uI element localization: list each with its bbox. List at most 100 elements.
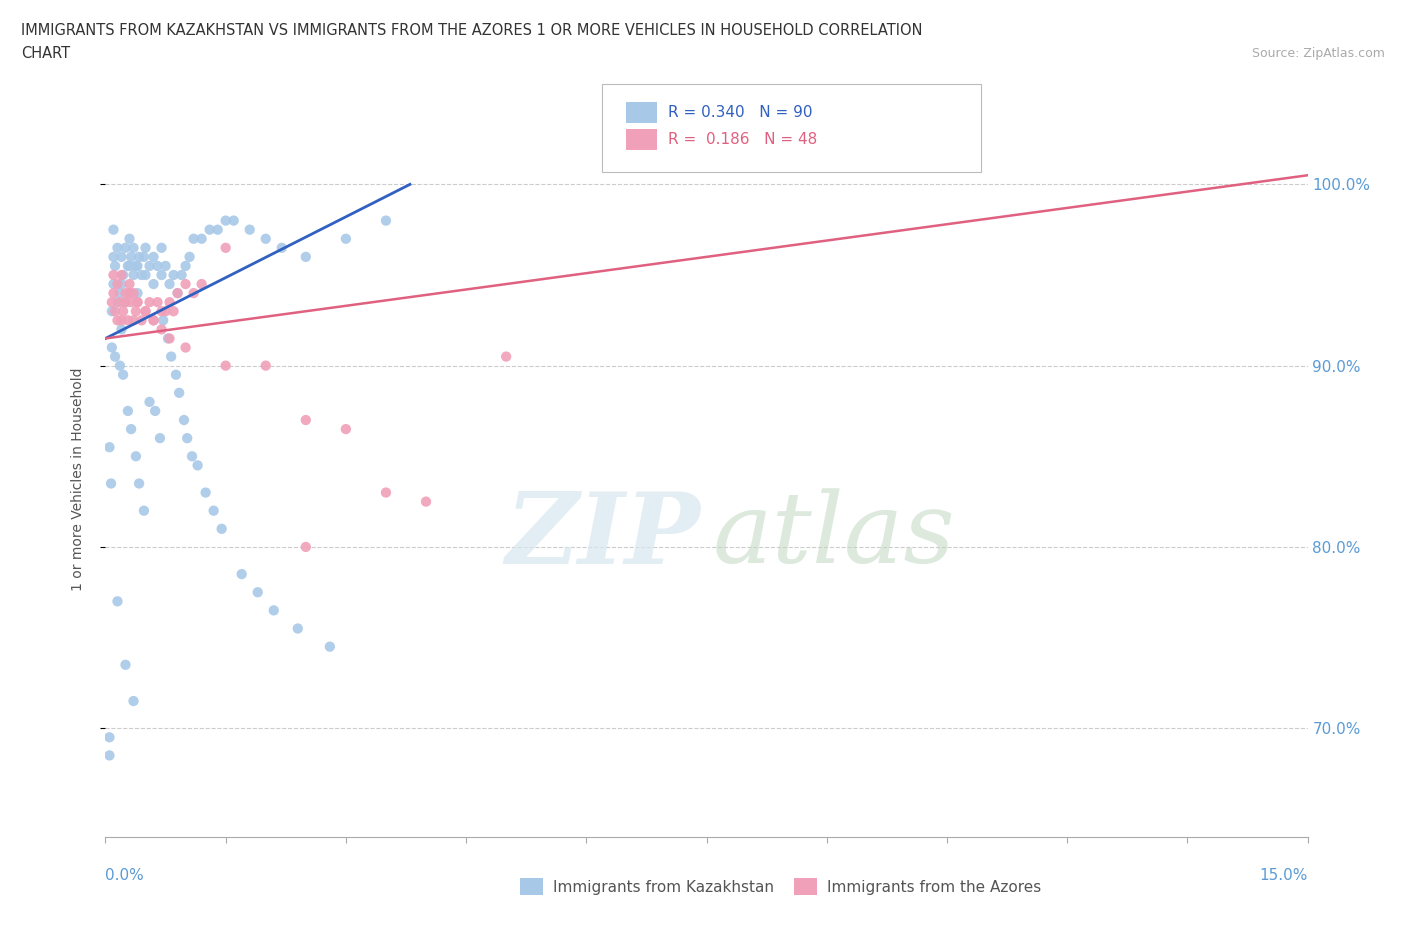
Point	[120, 421, 142, 436]
Point	[156, 331, 179, 346]
Point	[374, 213, 398, 228]
Point	[222, 213, 245, 228]
Point	[159, 331, 181, 346]
Point	[143, 404, 166, 418]
Point	[117, 404, 139, 418]
Point	[149, 431, 172, 445]
Point	[122, 240, 145, 255]
Text: R =  0.186   N = 48: R = 0.186 N = 48	[668, 132, 817, 147]
Point	[110, 249, 132, 264]
Point	[108, 295, 131, 310]
Point	[160, 349, 183, 364]
Point	[374, 485, 398, 500]
Point	[179, 249, 201, 264]
Point	[112, 304, 135, 319]
Point	[104, 349, 127, 364]
Y-axis label: 1 or more Vehicles in Household: 1 or more Vehicles in Household	[70, 367, 84, 591]
Point	[135, 304, 157, 319]
Point	[125, 449, 148, 464]
Point	[214, 240, 236, 255]
Point	[146, 295, 169, 310]
Point	[110, 276, 132, 291]
Point	[108, 358, 131, 373]
Point	[112, 367, 135, 382]
Point	[110, 322, 132, 337]
Point	[114, 286, 136, 300]
Point	[122, 694, 145, 709]
Point	[239, 222, 262, 237]
Point	[166, 286, 188, 300]
Point	[103, 286, 125, 300]
Point	[110, 268, 132, 283]
Point	[127, 259, 149, 273]
Point	[125, 259, 148, 273]
Text: Immigrants from Kazakhstan: Immigrants from Kazakhstan	[553, 880, 773, 895]
Point	[174, 276, 197, 291]
Point	[107, 295, 129, 310]
Point	[150, 322, 173, 337]
Point	[118, 232, 141, 246]
Point	[295, 249, 318, 264]
Point	[114, 240, 136, 255]
Point	[194, 485, 217, 500]
Point	[335, 421, 357, 436]
Point	[100, 476, 122, 491]
Point	[165, 367, 187, 382]
Point	[127, 295, 149, 310]
Point	[162, 268, 184, 283]
Point	[162, 304, 184, 319]
Point	[152, 312, 174, 327]
Point	[127, 295, 149, 310]
Point	[202, 503, 225, 518]
Point	[295, 413, 318, 428]
Point	[319, 639, 342, 654]
Point	[118, 276, 141, 291]
Point	[138, 394, 160, 409]
Point	[142, 312, 165, 327]
Point	[155, 259, 177, 273]
Point	[118, 286, 141, 300]
Point	[246, 585, 269, 600]
Point	[101, 340, 124, 355]
Point	[174, 340, 197, 355]
Point	[131, 312, 153, 327]
Point	[118, 259, 141, 273]
Text: Immigrants from the Azores: Immigrants from the Azores	[827, 880, 1040, 895]
Point	[287, 621, 309, 636]
Point	[103, 268, 125, 283]
Point	[295, 539, 318, 554]
Point	[117, 312, 139, 327]
Point	[103, 222, 125, 237]
Point	[254, 232, 277, 246]
Point	[112, 268, 135, 283]
Point	[142, 249, 165, 264]
Point	[114, 658, 136, 672]
Point	[214, 213, 236, 228]
Point	[138, 295, 160, 310]
Point	[122, 286, 145, 300]
Point	[176, 431, 198, 445]
Point	[211, 522, 233, 537]
Point	[187, 458, 209, 472]
Point	[104, 304, 127, 319]
Point	[335, 232, 357, 246]
Point	[146, 259, 169, 273]
Point	[170, 268, 193, 283]
Point	[98, 730, 121, 745]
Point	[190, 232, 212, 246]
Point	[167, 385, 190, 400]
Point	[132, 249, 155, 264]
Text: Source: ZipAtlas.com: Source: ZipAtlas.com	[1251, 46, 1385, 60]
Point	[495, 349, 517, 364]
Point	[155, 304, 177, 319]
Point	[214, 358, 236, 373]
Point	[118, 286, 141, 300]
Point	[131, 268, 153, 283]
Point	[127, 286, 149, 300]
Point	[128, 249, 150, 264]
Point	[107, 240, 129, 255]
Point	[135, 240, 157, 255]
Point	[270, 240, 292, 255]
Point	[231, 566, 253, 581]
Point	[108, 286, 131, 300]
